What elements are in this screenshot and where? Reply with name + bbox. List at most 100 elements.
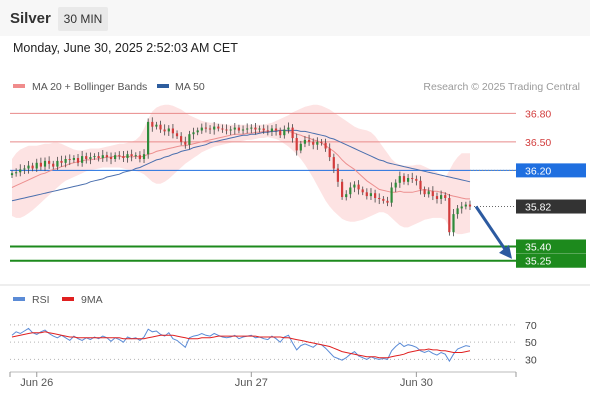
candle <box>262 124 265 134</box>
level-36-50-label: 36.50 <box>525 137 551 149</box>
candle <box>93 153 96 160</box>
candle <box>353 181 356 193</box>
candle <box>225 124 228 135</box>
candle <box>452 208 455 237</box>
candle <box>398 171 401 188</box>
candle <box>468 200 472 210</box>
candle <box>435 192 439 204</box>
candle <box>378 193 381 205</box>
candle-body <box>167 128 170 132</box>
chart-legend: MA 20 + Bollinger Bands MA 50 <box>13 81 205 93</box>
chart-header: Silver 30 MIN <box>0 0 590 36</box>
moving-averages <box>11 129 471 202</box>
candle-body <box>171 128 174 134</box>
candle <box>130 149 133 162</box>
candle <box>258 125 261 133</box>
candle-body <box>72 158 75 160</box>
candle-body <box>85 156 88 159</box>
candle <box>295 133 298 156</box>
candle-body <box>452 214 455 233</box>
candle <box>126 150 129 163</box>
candle <box>109 152 113 165</box>
bollinger-band <box>12 104 470 235</box>
candle <box>233 123 236 135</box>
candle <box>64 155 67 168</box>
level-35-25-label: 35.25 <box>525 256 551 268</box>
timeframe-badge[interactable]: 30 MIN <box>58 7 108 31</box>
level-35-40-label: 35.40 <box>525 241 551 253</box>
rsi-signal-legend-swatch <box>62 297 74 301</box>
credit-text: Research © 2025 Trading Central <box>423 81 580 93</box>
candle-body <box>328 148 331 158</box>
candle-body <box>31 165 34 169</box>
candle <box>464 201 467 210</box>
candle-body <box>19 169 22 173</box>
candle-body <box>361 189 364 193</box>
candle <box>402 173 406 185</box>
candle-body <box>233 127 236 130</box>
candle-body <box>105 155 108 158</box>
candle-body <box>213 126 216 130</box>
rsi-line <box>11 327 471 363</box>
candle <box>85 152 88 164</box>
candle <box>35 158 38 172</box>
candle-body <box>341 181 344 197</box>
candle-body <box>64 159 67 163</box>
level-36-20-tag <box>516 163 586 178</box>
level-35-25-tag <box>516 253 586 268</box>
rsi-legend-label: RSI <box>32 294 50 306</box>
rsi-panel: 70 50 30 <box>10 320 537 366</box>
candle <box>246 123 249 134</box>
candle-body <box>56 160 59 167</box>
candle <box>122 150 125 163</box>
candle-body <box>407 178 410 182</box>
candle-body <box>142 154 146 159</box>
candle <box>394 179 397 193</box>
candle <box>279 127 282 139</box>
candle-body <box>134 155 137 157</box>
candle <box>171 123 174 139</box>
legend-label-ma50: MA 50 <box>175 81 205 93</box>
candle <box>303 135 306 148</box>
candlesticks <box>10 117 472 237</box>
candle <box>180 132 183 146</box>
candle-body <box>196 130 199 133</box>
candle <box>155 121 158 130</box>
price-labels: 36.80 36.50 36.20 35.82 35.40 35.25 <box>516 108 586 268</box>
candle <box>213 122 216 135</box>
candle <box>266 125 269 136</box>
rsi-tick-50: 50 <box>525 337 537 349</box>
candle-body <box>175 133 179 137</box>
x-axis-ticks: Jun 26 Jun 27 Jun 30 <box>9 372 517 389</box>
candle <box>349 182 352 199</box>
candle-body <box>204 127 207 129</box>
candle-body <box>163 129 166 132</box>
candle-body <box>246 128 249 130</box>
candle <box>19 164 22 177</box>
candle-body <box>419 180 422 190</box>
candle <box>316 137 319 150</box>
candle <box>151 117 154 132</box>
candle <box>101 150 104 163</box>
candle-body <box>118 155 121 157</box>
price-levels <box>10 112 516 262</box>
candle-body <box>320 141 323 143</box>
candle-body <box>460 206 463 209</box>
candle-body <box>130 154 133 157</box>
candle <box>460 201 463 214</box>
legend-swatch-ma20 <box>13 84 25 88</box>
candle <box>159 120 162 133</box>
candle-body <box>378 198 381 199</box>
candle-body <box>390 187 393 203</box>
legend-swatch-ma50 <box>157 84 169 88</box>
candle <box>118 151 121 160</box>
level-35-82-tag <box>516 199 586 214</box>
candle-body <box>180 136 183 142</box>
candle <box>60 155 63 167</box>
candle-body <box>237 127 240 131</box>
candle-body <box>274 128 278 131</box>
rsi-signal-line <box>11 331 471 359</box>
candle <box>308 134 311 146</box>
candle <box>208 125 212 135</box>
symbol-title: Silver <box>10 10 51 27</box>
